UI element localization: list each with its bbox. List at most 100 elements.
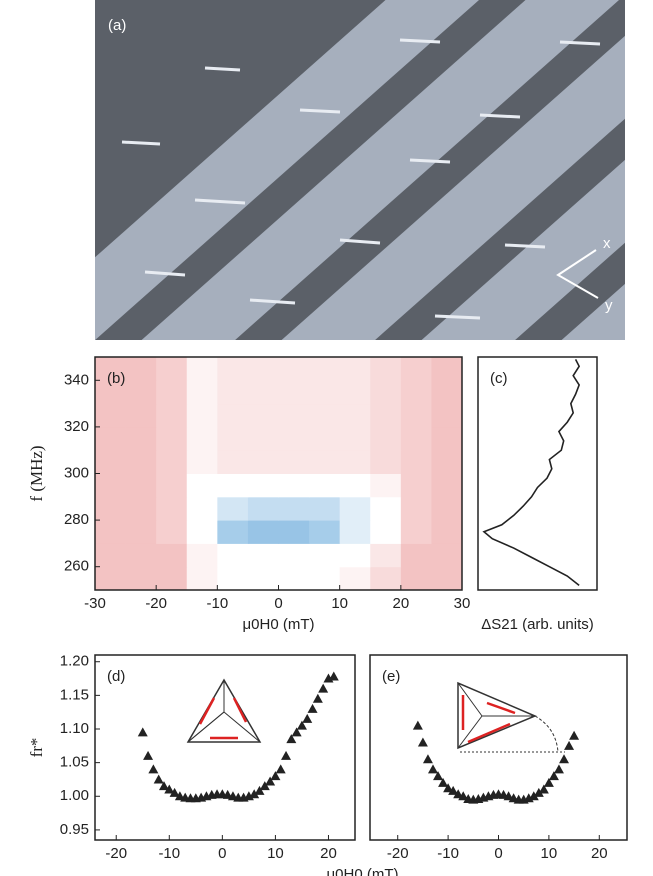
heat-cell	[400, 426, 432, 451]
heat-cell	[431, 496, 463, 521]
heat-cell	[125, 403, 157, 428]
heat-cell	[278, 380, 310, 405]
marker	[538, 784, 549, 794]
heat-cell	[156, 426, 188, 451]
y-axis-label: f (MHz)	[27, 445, 46, 501]
heat-cell	[339, 403, 371, 428]
x-tick-label: -20	[387, 845, 409, 862]
heat-cell	[370, 496, 402, 521]
heat-cell	[309, 357, 341, 381]
heat-cell	[400, 566, 432, 591]
x-tick-label: 0	[218, 845, 226, 862]
heat-cell	[186, 473, 218, 498]
y-tick-label: 1.00	[60, 787, 89, 804]
marker	[169, 787, 180, 797]
heat-cell	[370, 403, 402, 428]
x-tick-label: 10	[267, 845, 284, 862]
heat-cell	[156, 473, 188, 498]
heat-cell	[156, 357, 188, 381]
marker	[286, 734, 297, 744]
heat-cell	[217, 473, 249, 498]
heat-cell	[339, 426, 371, 451]
heat-cell	[186, 380, 218, 405]
heat-cell	[431, 543, 463, 568]
heat-cell	[156, 496, 188, 521]
marker	[153, 774, 164, 784]
y-tick-label: 1.05	[60, 754, 89, 771]
heat-cell	[278, 450, 310, 474]
heat-cell	[400, 380, 432, 405]
heat-cell	[247, 426, 279, 451]
heat-cell	[278, 357, 310, 381]
heat-cell	[339, 566, 371, 591]
marker	[559, 754, 570, 764]
heat-cell	[217, 520, 249, 544]
heat-cell	[247, 543, 279, 568]
heat-cell	[186, 520, 218, 544]
heat-cell	[125, 380, 157, 405]
heat-cell	[125, 566, 157, 591]
marker	[417, 737, 428, 747]
heat-cell	[278, 543, 310, 568]
heat-cell	[278, 566, 310, 591]
marker	[412, 720, 423, 730]
heat-cell	[186, 543, 218, 568]
heat-cell	[400, 543, 432, 568]
marker	[458, 791, 469, 801]
heat-cell	[186, 403, 218, 428]
heat-cell	[370, 357, 402, 381]
axis-arrows	[556, 249, 599, 299]
heat-cell	[186, 357, 218, 381]
x-axis-label: μ0H0 (mT)	[243, 616, 315, 633]
heat-cell	[431, 520, 463, 544]
marker	[312, 693, 323, 703]
heat-cell	[95, 543, 127, 568]
heat-cell	[400, 450, 432, 474]
heat-cell	[217, 357, 249, 381]
heat-cell	[217, 543, 249, 568]
heat-cell	[370, 450, 402, 474]
heat-cell	[125, 450, 157, 474]
heat-cell	[247, 473, 279, 498]
x-tick-label: 0	[494, 845, 502, 862]
heat-cell	[95, 450, 127, 474]
heat-cell	[431, 357, 463, 381]
heat-cell	[339, 450, 371, 474]
marker	[249, 789, 260, 799]
plot-frame	[477, 356, 598, 591]
heat-cell	[370, 566, 402, 591]
heat-cell	[156, 543, 188, 568]
x-tick-label: -10	[206, 595, 228, 612]
heat-cell	[431, 473, 463, 498]
heat-cell	[217, 496, 249, 521]
heat-cell	[95, 566, 127, 591]
heat-cell	[309, 543, 341, 568]
heat-cell	[125, 520, 157, 544]
heat-cell	[431, 380, 463, 405]
heat-cell	[309, 450, 341, 474]
marker	[448, 785, 459, 795]
x-tick-label: -10	[158, 845, 180, 862]
marker	[422, 754, 433, 764]
inset-d	[186, 678, 262, 743]
x-tick-label: 30	[454, 595, 471, 612]
heat-cell	[217, 566, 249, 591]
sem-image	[95, 0, 625, 340]
heat-cell	[278, 496, 310, 521]
heat-cell	[339, 380, 371, 405]
y-tick-label: 300	[64, 464, 89, 481]
heat-cell	[309, 566, 341, 591]
heat-cell	[431, 450, 463, 474]
heat-cell	[370, 473, 402, 498]
heat-cell	[217, 426, 249, 451]
heat-cell	[370, 380, 402, 405]
heat-cell	[309, 426, 341, 451]
marker	[548, 771, 559, 781]
y-tick-label: 280	[64, 511, 89, 528]
heat-cell	[186, 496, 218, 521]
heat-cell	[125, 496, 157, 521]
heat-cell	[95, 496, 127, 521]
y-axis-label: fr*	[27, 738, 46, 758]
heat-cell	[247, 450, 279, 474]
heat-cell	[217, 380, 249, 405]
